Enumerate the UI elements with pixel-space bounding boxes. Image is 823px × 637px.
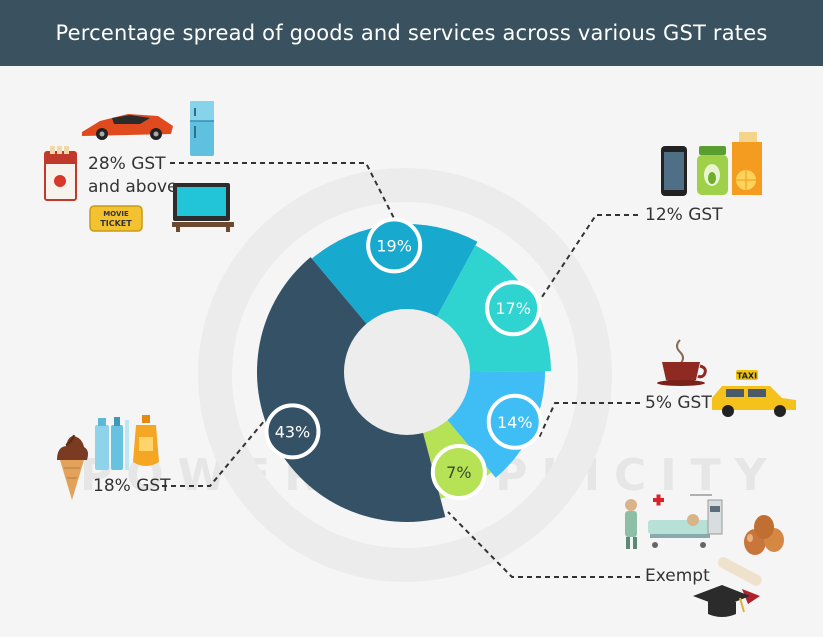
leader-line-18: [162, 419, 266, 487]
svg-text:TICKET: TICKET: [100, 219, 132, 228]
slice-28-gst: [311, 224, 478, 372]
shampoo-bottle-icon: [133, 415, 159, 466]
badge-12-gst: [485, 280, 542, 337]
badge-28-gst: [366, 217, 423, 274]
donut-chart: 19% 17% 14% 7% 43% MOVIE TICKET: [44, 101, 796, 617]
cigarette-pack-icon: [44, 146, 77, 201]
chart-title: Percentage spread of goods and services …: [55, 21, 768, 45]
badge-value-18: 43%: [275, 422, 311, 441]
label-12-gst: 12% GST: [645, 205, 723, 225]
refrigerator-icon: [190, 101, 214, 156]
label-28-gst: 28% GST and above: [88, 154, 178, 197]
ice-cream-icon: [57, 434, 88, 500]
label-5-gst: 5% GST: [645, 393, 712, 413]
toothpaste-icon: [95, 417, 129, 470]
badge-5-gst: [486, 393, 543, 450]
movie-ticket-icon: MOVIE TICKET: [89, 205, 143, 232]
hospital-bed-icon: [625, 494, 723, 549]
badge-value-12: 17%: [495, 299, 531, 318]
sports-car-icon: [82, 114, 173, 140]
taxi-icon: TAXI: [712, 370, 796, 417]
coffee-cup-icon: [657, 339, 707, 386]
leader-line-5: [537, 402, 640, 441]
graduation-cap-icon: [693, 557, 762, 617]
label-exempt: Exempt: [645, 566, 710, 586]
taxi-sign-text: TAXI: [737, 372, 757, 381]
leader-line-12: [539, 214, 638, 301]
badge-value-5: 14%: [497, 413, 533, 432]
juice-carton-icon: [732, 132, 762, 195]
header-bar: Percentage spread of goods and services …: [0, 0, 823, 66]
leader-line-28: [170, 162, 406, 241]
badge-exempt: [430, 444, 487, 501]
smartphone-icon: [661, 146, 687, 196]
badge-value-28: 19%: [376, 236, 412, 255]
badge-value-exempt: 7%: [446, 463, 471, 482]
badge-18-gst: [264, 403, 321, 460]
eggs-icon: [744, 515, 784, 555]
television-icon: [172, 183, 234, 232]
jar-icon: [697, 146, 728, 195]
leader-line-exempt: [447, 511, 640, 578]
background-emblem: [198, 168, 612, 582]
label-18-gst: 18% GST: [93, 476, 171, 496]
movie-ticket-text: MOVIE: [103, 210, 129, 218]
donut-hole: [344, 309, 470, 435]
